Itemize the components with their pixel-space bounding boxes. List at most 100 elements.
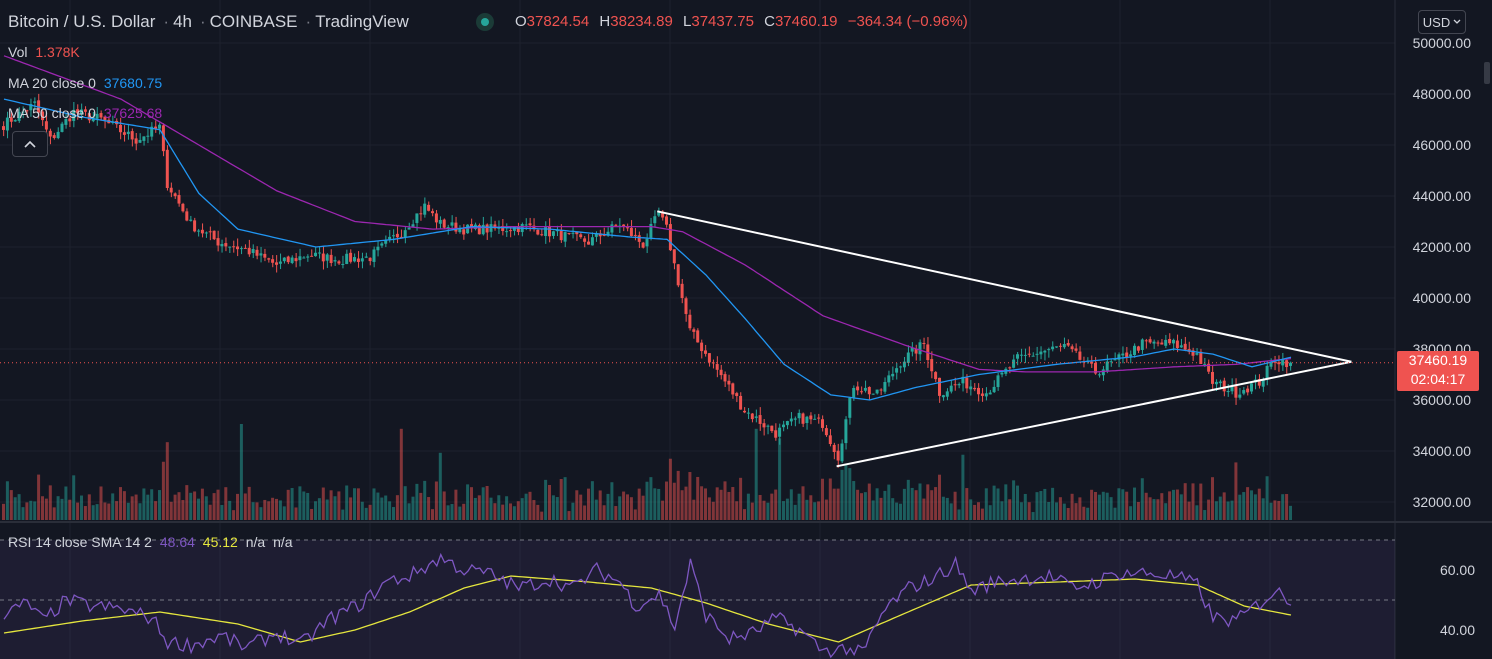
volume-bar [832, 488, 836, 520]
volume-bar [953, 491, 957, 520]
volume-bar [750, 502, 754, 520]
volume-bar [1101, 491, 1105, 520]
candle-body [1035, 353, 1039, 355]
candle-body [68, 118, 72, 122]
candle-body [1257, 379, 1261, 386]
candle-body [395, 233, 399, 238]
candle-body [80, 109, 83, 115]
candle-body [1058, 345, 1062, 347]
candle-body [922, 343, 926, 345]
volume-bar [232, 510, 236, 520]
volume-bar [1043, 488, 1047, 520]
candle-body [1125, 352, 1129, 358]
volume-bar [1019, 502, 1023, 520]
volume-bar [770, 493, 774, 520]
volume-bar [302, 491, 306, 520]
interval-label: 4h [173, 12, 192, 31]
volume-bar [727, 491, 731, 520]
candle-body [228, 246, 232, 248]
volume-bar [384, 495, 388, 520]
volume-bar [1066, 508, 1070, 520]
candle-body [1238, 394, 1242, 398]
candle-body [411, 224, 415, 227]
candle-body [614, 224, 618, 226]
volume-bar [1207, 499, 1211, 520]
candle-body [122, 132, 126, 135]
price-axis[interactable]: 50000.00 48000.00 46000.00 44000.00 42000.00… [1413, 35, 1490, 510]
candle-body [1246, 388, 1250, 393]
candle-body [918, 342, 922, 355]
ma50-label: MA 50 close 0 [8, 105, 96, 121]
candle-body [583, 238, 587, 242]
volume-bar [910, 487, 914, 520]
volume-bar [263, 499, 267, 520]
volume-bar [13, 497, 17, 520]
rsi-legend[interactable]: RSI 14 close SMA 14 2 48.64 45.12 n/a n/… [8, 534, 297, 550]
candle-body [930, 359, 934, 372]
candle-body [60, 123, 64, 132]
candle-body [563, 232, 567, 242]
candle-body [286, 256, 290, 263]
rsi-label: RSI 14 close SMA 14 2 [8, 534, 152, 550]
candle-body [325, 254, 329, 261]
candle-body [555, 230, 559, 232]
price-tick-label: 40000.00 [1413, 290, 1472, 306]
candle-body [1043, 350, 1047, 353]
volume-bar [536, 504, 540, 520]
volume-bar [719, 489, 723, 520]
candle-body [134, 138, 138, 144]
volume-bar [938, 474, 941, 520]
volume-bar [87, 494, 91, 520]
candle-body [44, 121, 48, 130]
volume-bar [1168, 491, 1172, 520]
candle-body [1250, 383, 1253, 392]
volume-bar [571, 502, 575, 520]
candle-body [774, 430, 778, 438]
volume-bar [844, 464, 848, 520]
volume-bar [1257, 488, 1261, 520]
change-value: −364.34 (−0.96%) [847, 13, 968, 30]
volume-bar [493, 503, 497, 520]
volume-bar [524, 493, 528, 520]
candle-body [840, 443, 844, 462]
symbol-name: Bitcoin / U.S. Dollar [8, 12, 156, 31]
candle-body [1226, 391, 1230, 393]
volume-bar [1230, 500, 1234, 520]
candle-body [1066, 343, 1070, 346]
volume-bar [1281, 494, 1285, 520]
candle-body [696, 330, 700, 343]
volume-legend[interactable]: Vol 1.378K [8, 44, 84, 60]
volume-bar [1051, 487, 1055, 520]
candle-body [1218, 381, 1222, 384]
candle-body [1121, 353, 1125, 356]
volume-bar [154, 501, 158, 520]
candle-body [76, 109, 80, 114]
low-label: L [683, 13, 692, 30]
triangle-trendlines[interactable] [656, 210, 1352, 468]
candle-body [941, 395, 945, 398]
currency-select[interactable]: USD [1418, 10, 1466, 34]
volume-bar [688, 472, 692, 520]
volume-bar [52, 507, 56, 520]
collapse-legend-button[interactable] [12, 131, 48, 157]
volume-bar [1234, 462, 1238, 520]
volume-bar [298, 486, 302, 520]
candle-body [1027, 353, 1031, 355]
volume-bar [1047, 502, 1051, 520]
symbol-title[interactable]: Bitcoin / U.S. Dollar · 4h · COINBASE · Tradin… [8, 12, 409, 31]
candle-body [945, 391, 949, 397]
candle-body [668, 224, 672, 251]
candle-body [329, 254, 333, 263]
volume-bar [185, 485, 189, 520]
ma50-legend[interactable]: MA 50 close 0 37625.68 [8, 105, 166, 121]
volume-bar [895, 502, 899, 520]
candle-body [477, 225, 481, 235]
candle-body [1234, 386, 1238, 398]
ma20-legend[interactable]: MA 20 close 0 37680.75 [8, 75, 166, 91]
candle-body [197, 230, 200, 232]
rsi-axis[interactable]: 60.00 40.00 [1440, 562, 1475, 638]
volume-bar [590, 481, 594, 520]
volume-bar [450, 504, 454, 520]
candle-body [540, 234, 544, 236]
